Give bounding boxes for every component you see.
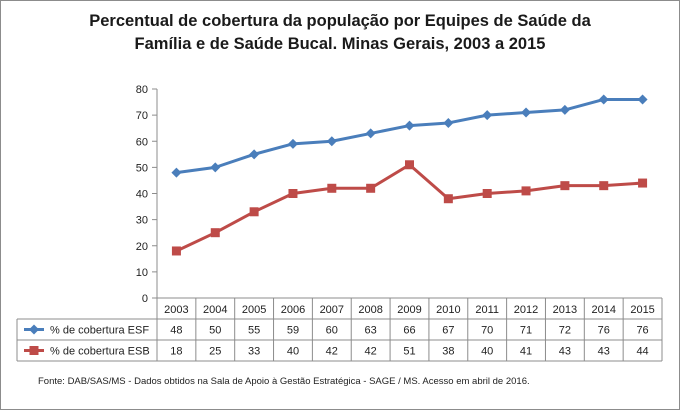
data-point-esf (171, 167, 182, 178)
data-point-esf (521, 107, 532, 118)
table-value: 50 (209, 325, 221, 337)
data-point-esf (210, 162, 221, 173)
data-point-esf (365, 128, 376, 139)
table-value: 63 (365, 325, 377, 337)
x-tick-label: 2005 (242, 304, 266, 316)
table-value: 55 (248, 325, 260, 337)
x-tick-label: 2010 (436, 304, 460, 316)
x-tick-label: 2013 (553, 304, 577, 316)
data-point-esf (287, 138, 298, 149)
table-value: 67 (442, 325, 454, 337)
table-value: 66 (403, 325, 415, 337)
y-tick-label: 70 (136, 110, 148, 122)
data-point-esb (560, 181, 570, 191)
data-point-esb (327, 183, 337, 193)
table-value: 44 (636, 346, 648, 358)
legend-label: % de cobertura ESB (50, 346, 150, 358)
y-tick-label: 0 (142, 293, 148, 305)
table-value: 51 (403, 346, 415, 358)
table-value: 76 (598, 325, 610, 337)
table-value: 70 (481, 325, 493, 337)
y-tick-label: 50 (136, 162, 148, 174)
series-line-2 (174, 163, 645, 253)
x-tick-label: 2008 (358, 304, 382, 316)
y-tick-label: 20 (136, 241, 148, 253)
data-point-esb (288, 189, 298, 198)
table-value: 38 (442, 346, 454, 358)
table-value: 18 (170, 346, 182, 358)
data-point-esb (171, 246, 181, 256)
data-point-esb (638, 178, 648, 188)
table-value: 48 (170, 325, 182, 337)
data-point-esb (521, 186, 531, 196)
x-tick-label: 2007 (320, 304, 344, 316)
table-value: 40 (481, 346, 493, 358)
table-value: 43 (559, 346, 571, 358)
data-point-esf (598, 94, 609, 105)
data-point-esb (599, 181, 609, 191)
data-point-esf (249, 149, 260, 160)
table-value: 33 (248, 346, 260, 358)
data-point-esf (482, 110, 493, 121)
table-value: 42 (365, 346, 377, 358)
data-point-esf (637, 94, 648, 105)
y-tick-label: 80 (136, 84, 148, 96)
x-tick-label: 2014 (591, 304, 615, 316)
table-value: 40 (287, 346, 299, 358)
legend-key-marker (29, 324, 39, 335)
table-value: 43 (598, 346, 610, 358)
y-tick-label: 10 (136, 267, 148, 279)
table-value: 76 (636, 325, 648, 337)
x-tick-label: 2015 (630, 304, 654, 316)
table-value: 59 (287, 325, 299, 337)
x-tick-label: 2012 (514, 304, 538, 316)
table-value: 41 (520, 346, 532, 358)
data-point-esf (326, 136, 337, 147)
legend-key-marker (29, 346, 39, 355)
data-point-esb (482, 189, 492, 198)
x-tick-label: 2009 (397, 304, 421, 316)
table-value: 25 (209, 346, 221, 358)
y-tick-label: 30 (136, 215, 148, 227)
legend-label: % de cobertura ESF (50, 325, 149, 337)
data-point-esf (443, 117, 454, 128)
source-footnote: Fonte: DAB/SAS/MS - Dados obtidos na Sal… (38, 376, 530, 387)
x-tick-label: 2011 (475, 304, 499, 316)
data-point-esb (443, 194, 453, 204)
data-point-esf (404, 120, 415, 131)
table-value: 72 (559, 325, 571, 337)
data-point-esb (366, 183, 376, 193)
table-value: 71 (520, 325, 532, 337)
data-point-esb (405, 160, 414, 170)
y-tick-label: 40 (136, 189, 148, 201)
chart-title-line-2: Família e de Saúde Bucal. Minas Gerais, … (134, 35, 546, 53)
data-point-esf (559, 104, 570, 115)
x-tick-label: 2004 (203, 304, 227, 316)
chart-title-line-1: Percentual de cobertura da população por… (89, 12, 591, 30)
y-tick-label: 60 (136, 136, 148, 148)
data-point-esb (249, 207, 259, 217)
table-value: 60 (326, 325, 338, 337)
x-tick-label: 2006 (281, 304, 305, 316)
table-value: 42 (326, 346, 338, 358)
data-point-esb (210, 228, 220, 238)
x-tick-label: 2003 (164, 304, 188, 316)
